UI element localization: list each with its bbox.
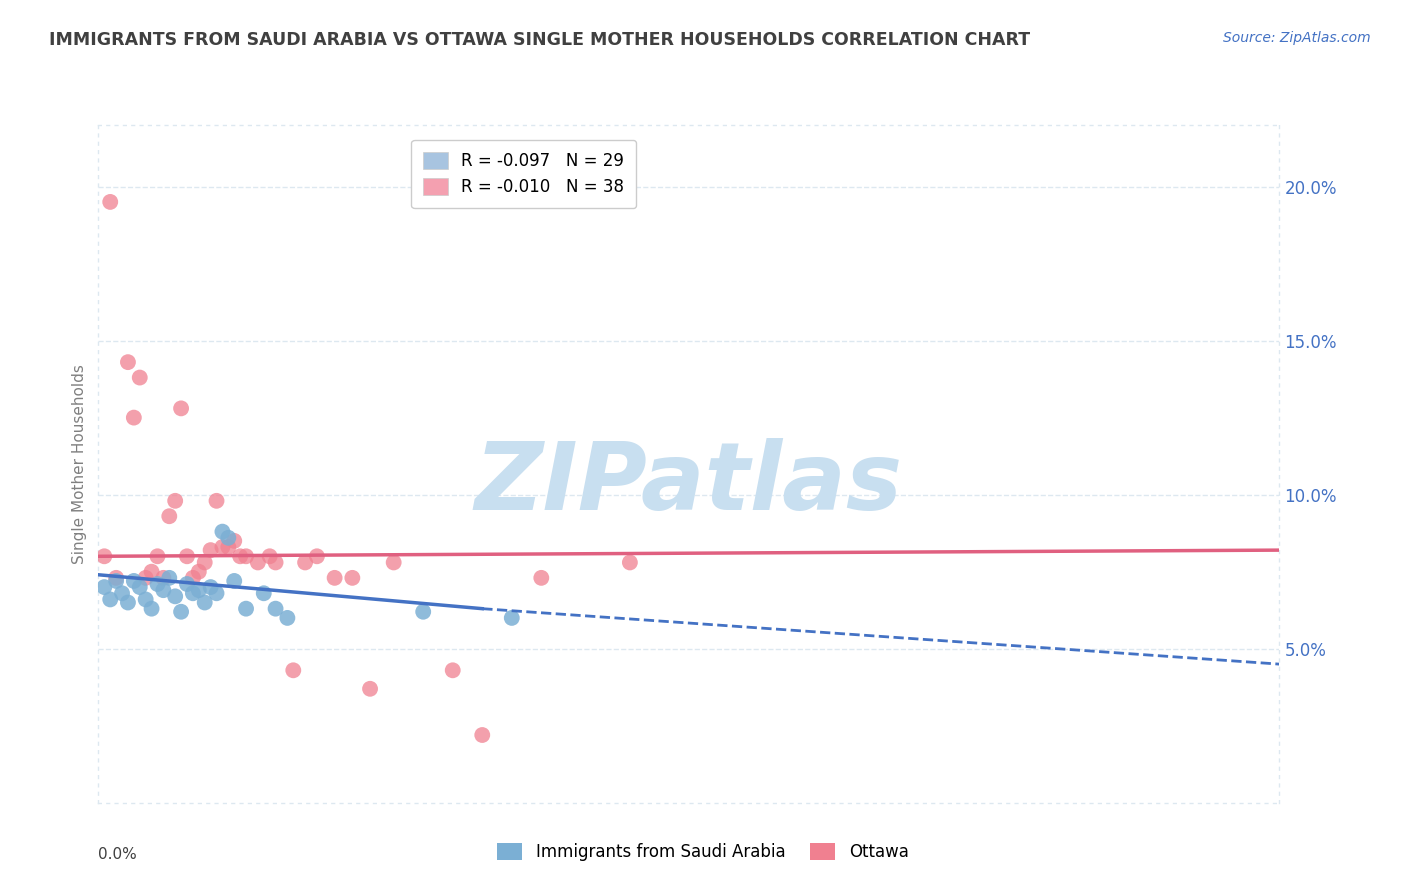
- Text: Source: ZipAtlas.com: Source: ZipAtlas.com: [1223, 31, 1371, 45]
- Point: [157, 509, 180, 524]
- Text: 0.0%: 0.0%: [98, 847, 138, 862]
- Point: [246, 556, 269, 570]
- Point: [141, 601, 163, 615]
- Point: [117, 595, 139, 609]
- Point: [205, 493, 228, 508]
- Point: [200, 580, 222, 594]
- Point: [117, 355, 139, 369]
- Point: [619, 556, 641, 570]
- Point: [264, 601, 287, 615]
- Point: [165, 493, 187, 508]
- Point: [98, 592, 121, 607]
- Point: [259, 549, 281, 564]
- Point: [187, 583, 209, 598]
- Point: [441, 663, 464, 677]
- Point: [471, 728, 494, 742]
- Point: [382, 556, 405, 570]
- Point: [305, 549, 328, 564]
- Point: [146, 549, 169, 564]
- Point: [194, 595, 217, 609]
- Point: [235, 549, 257, 564]
- Point: [264, 556, 287, 570]
- Point: [176, 549, 198, 564]
- Point: [224, 574, 246, 588]
- Point: [98, 194, 121, 209]
- Point: [205, 586, 228, 600]
- Point: [141, 565, 163, 579]
- Text: IMMIGRANTS FROM SAUDI ARABIA VS OTTAWA SINGLE MOTHER HOUSEHOLDS CORRELATION CHAR: IMMIGRANTS FROM SAUDI ARABIA VS OTTAWA S…: [49, 31, 1031, 49]
- Point: [412, 605, 434, 619]
- Point: [93, 580, 115, 594]
- Text: ZIPatlas: ZIPatlas: [475, 438, 903, 530]
- Point: [217, 531, 239, 545]
- Point: [176, 577, 198, 591]
- Point: [323, 571, 346, 585]
- Point: [135, 571, 157, 585]
- Point: [294, 556, 316, 570]
- Point: [122, 574, 145, 588]
- Point: [276, 611, 298, 625]
- Point: [181, 586, 204, 600]
- Point: [128, 370, 150, 384]
- Point: [122, 410, 145, 425]
- Y-axis label: Single Mother Households: Single Mother Households: [72, 364, 87, 564]
- Point: [342, 571, 364, 585]
- Point: [146, 577, 169, 591]
- Point: [211, 540, 233, 554]
- Point: [165, 590, 187, 604]
- Legend: R = -0.097   N = 29, R = -0.010   N = 38: R = -0.097 N = 29, R = -0.010 N = 38: [412, 140, 636, 208]
- Point: [105, 571, 128, 585]
- Point: [152, 571, 174, 585]
- Point: [235, 601, 257, 615]
- Point: [530, 571, 553, 585]
- Point: [170, 401, 193, 416]
- Point: [111, 586, 134, 600]
- Point: [283, 663, 305, 677]
- Point: [359, 681, 381, 696]
- Point: [200, 543, 222, 558]
- Point: [105, 574, 128, 588]
- Legend: Immigrants from Saudi Arabia, Ottawa: Immigrants from Saudi Arabia, Ottawa: [491, 836, 915, 868]
- Point: [135, 592, 157, 607]
- Point: [229, 549, 252, 564]
- Point: [217, 540, 239, 554]
- Point: [194, 556, 217, 570]
- Point: [128, 580, 150, 594]
- Point: [93, 549, 115, 564]
- Point: [181, 571, 204, 585]
- Point: [253, 586, 276, 600]
- Point: [170, 605, 193, 619]
- Point: [211, 524, 233, 539]
- Point: [187, 565, 209, 579]
- Point: [224, 533, 246, 548]
- Point: [157, 571, 180, 585]
- Point: [501, 611, 523, 625]
- Point: [152, 583, 174, 598]
